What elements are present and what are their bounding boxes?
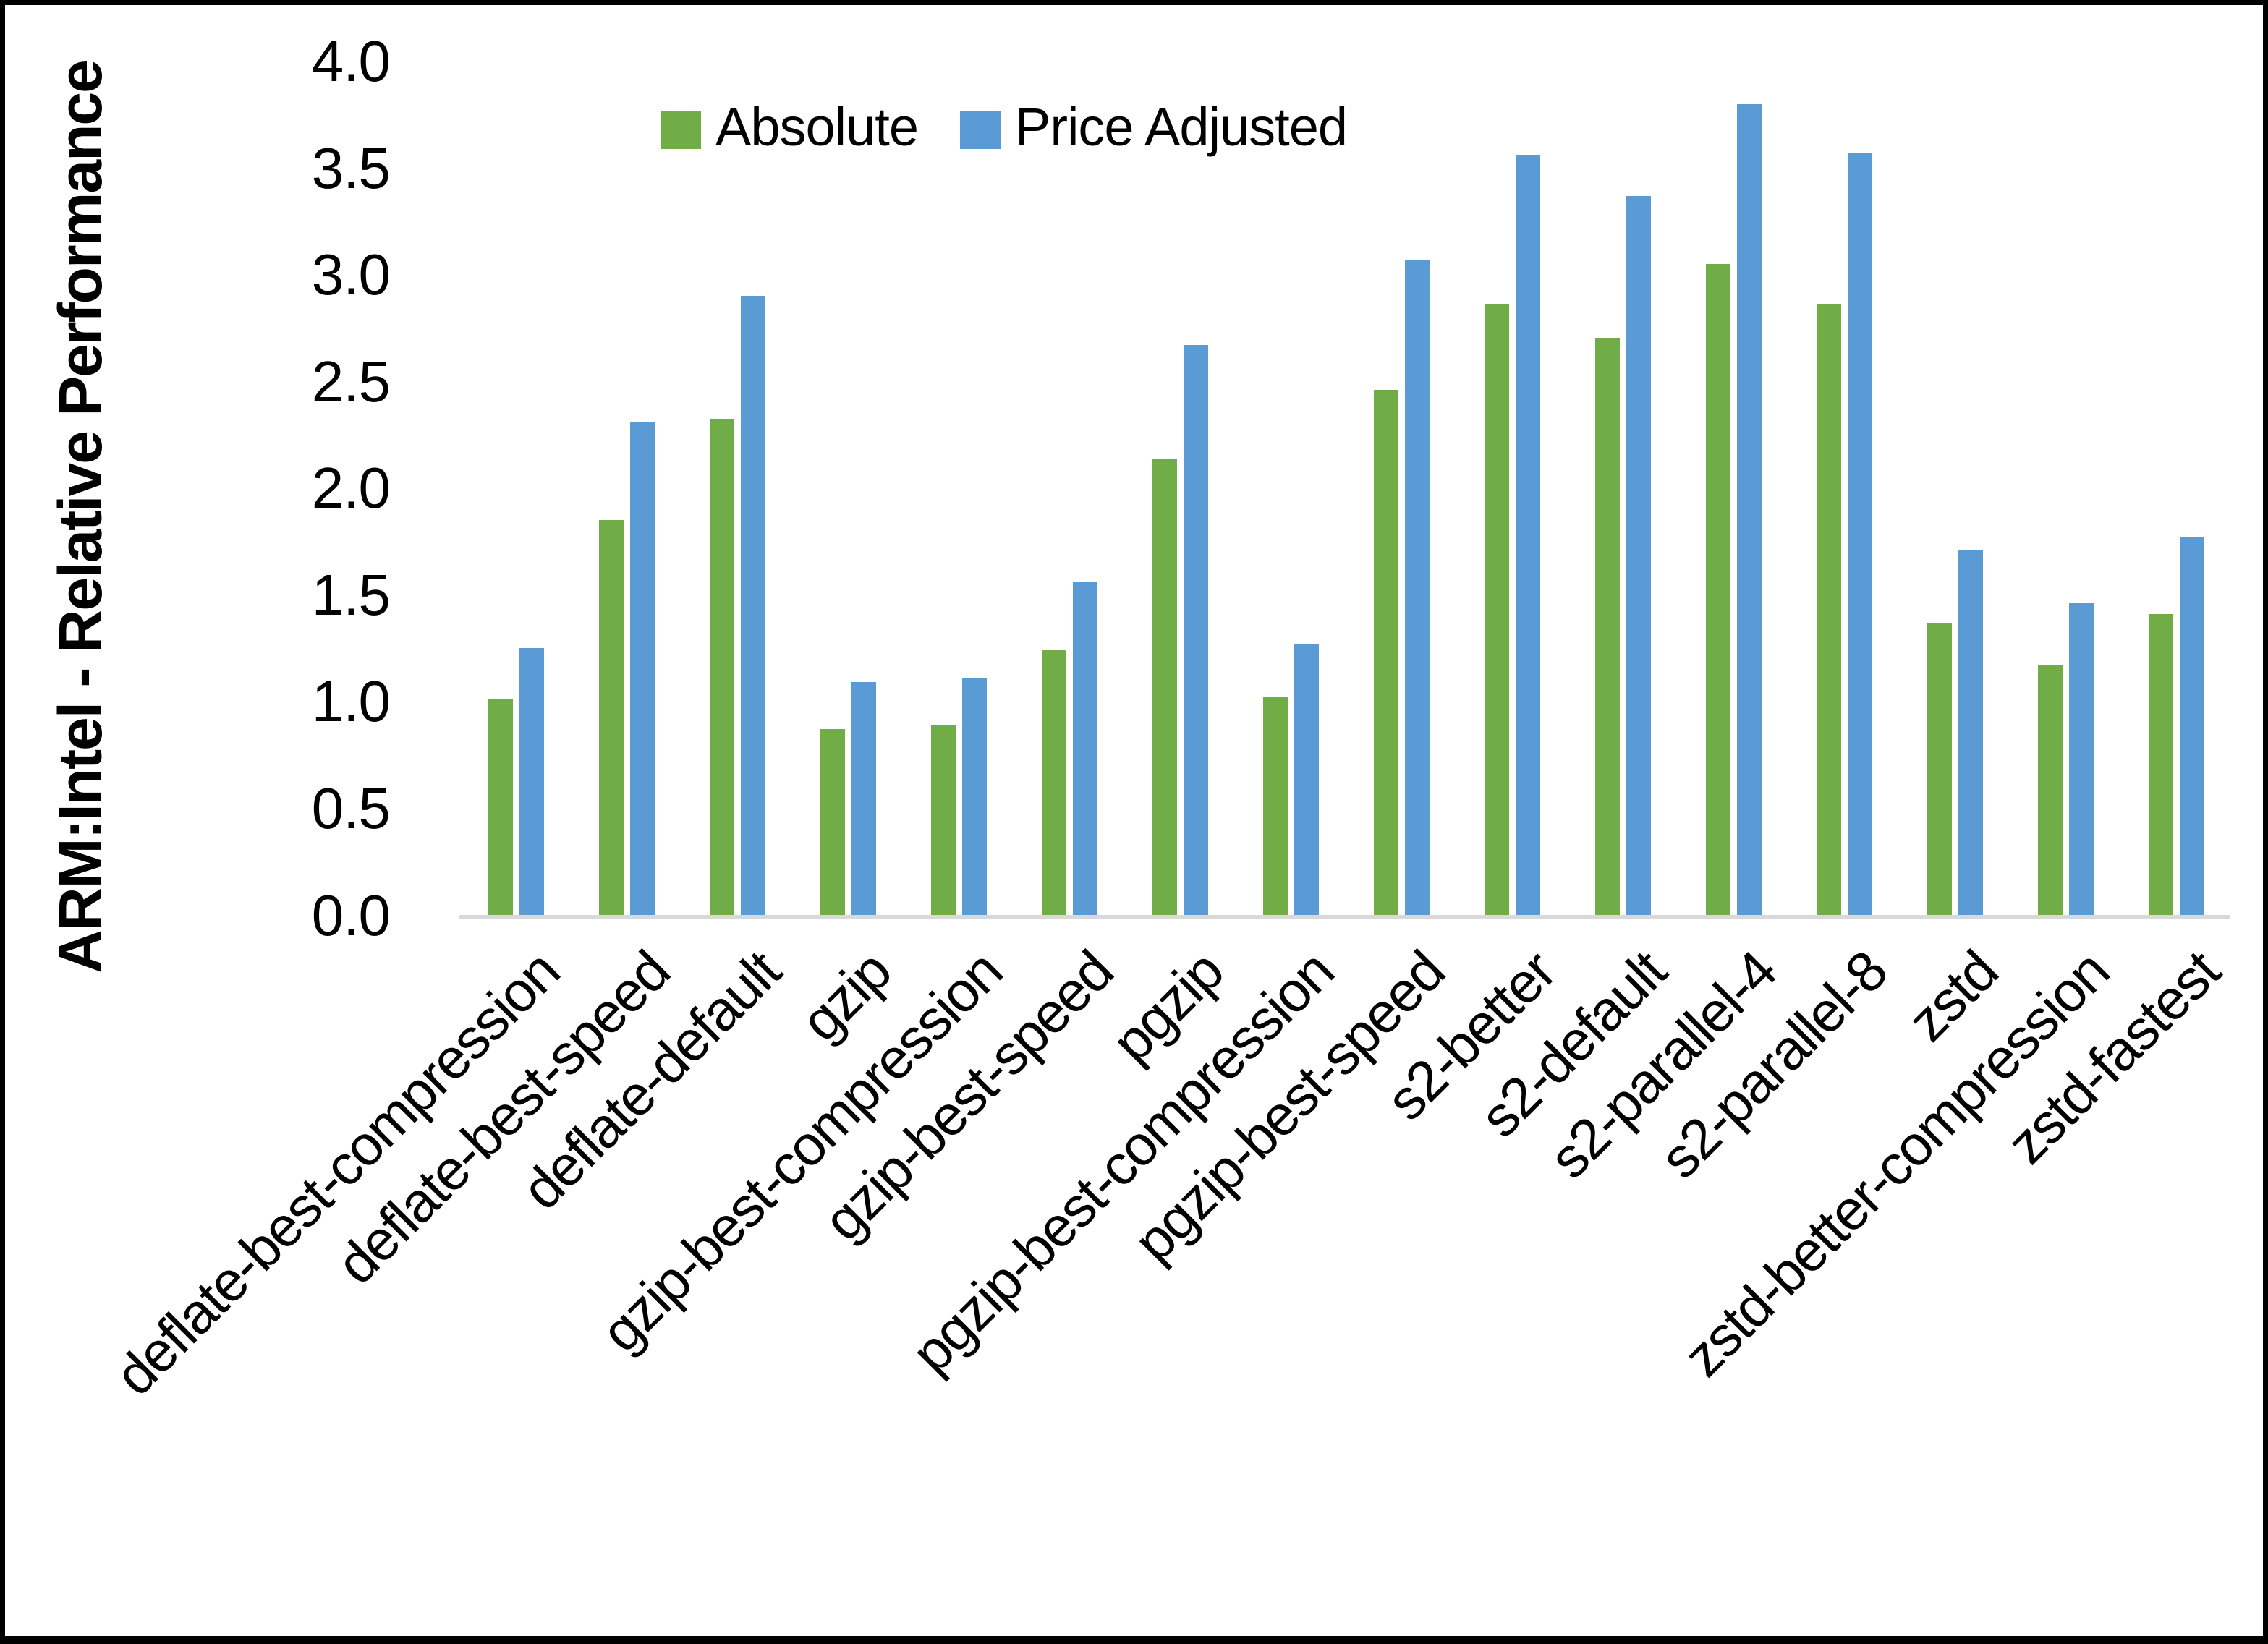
bar-absolute-s2-better xyxy=(1484,304,1509,915)
plot-area xyxy=(459,61,2230,915)
bar-price-adjusted-deflate-default xyxy=(740,296,765,915)
bar-price-adjusted-pgzip xyxy=(1183,345,1208,915)
bar-price-adjusted-zstd xyxy=(1958,550,1983,915)
legend-label-price-adjusted: Price Adjusted xyxy=(1014,97,1348,157)
legend: Absolute Price Adjusted xyxy=(661,97,1348,157)
bar-absolute-s2-default xyxy=(1594,338,1620,915)
bar-price-adjusted-zstd-fastest xyxy=(2179,537,2204,915)
bar-absolute-s2-parallel-4 xyxy=(1705,263,1730,915)
bar-price-adjusted-s2-default xyxy=(1626,195,1651,915)
bar-absolute-zstd xyxy=(1927,622,1952,915)
bar-absolute-gzip-best-compression xyxy=(930,725,956,915)
bar-price-adjusted-gzip-best-speed xyxy=(1072,582,1097,915)
bar-absolute-zstd-better-compression xyxy=(2037,665,2063,915)
x-axis-line xyxy=(459,915,2230,919)
y-tick-label-0.5: 0.5 xyxy=(311,775,391,840)
y-tick-label-0.0: 0.0 xyxy=(311,882,391,947)
bar-price-adjusted-pgzip-best-speed xyxy=(1404,260,1430,915)
bar-absolute-pgzip-best-speed xyxy=(1373,390,1398,915)
bar-absolute-pgzip xyxy=(1152,458,1177,915)
bar-absolute-s2-parallel-8 xyxy=(1816,304,1841,915)
bar-price-adjusted-s2-better xyxy=(1515,155,1540,915)
bar-absolute-gzip-best-speed xyxy=(1041,650,1066,915)
bar-absolute-zstd-fastest xyxy=(2148,613,2173,915)
bar-price-adjusted-gzip xyxy=(851,682,876,915)
y-tick-label-2.0: 2.0 xyxy=(311,456,391,521)
bar-absolute-gzip xyxy=(820,729,845,915)
legend-label-absolute: Absolute xyxy=(715,97,919,157)
y-tick-label-3.0: 3.0 xyxy=(311,242,391,307)
bar-price-adjusted-s2-parallel-4 xyxy=(1736,103,1762,915)
legend-swatch-absolute xyxy=(661,111,701,149)
bar-price-adjusted-zstd-better-compression xyxy=(2068,603,2094,915)
y-tick-label-4.0: 4.0 xyxy=(311,29,391,94)
bar-absolute-deflate-best-speed xyxy=(598,520,624,915)
bar-price-adjusted-pgzip-best-compression xyxy=(1294,644,1319,915)
y-tick-label-1.0: 1.0 xyxy=(311,669,391,734)
x-tick-label-deflate-best-compression: deflate-best-compression xyxy=(102,939,572,1407)
bar-price-adjusted-s2-parallel-8 xyxy=(1847,153,1872,915)
bar-absolute-pgzip-best-compression xyxy=(1262,697,1288,915)
bar-price-adjusted-gzip-best-compression xyxy=(961,678,987,915)
bar-absolute-deflate-best-compression xyxy=(488,699,513,915)
y-tick-label-3.5: 3.5 xyxy=(311,135,391,200)
legend-swatch-price-adjusted xyxy=(959,111,1001,149)
y-tick-label-2.5: 2.5 xyxy=(311,349,391,414)
bar-absolute-deflate-default xyxy=(709,419,734,915)
y-tick-label-1.5: 1.5 xyxy=(311,562,391,627)
bar-price-adjusted-deflate-best-compression xyxy=(519,648,544,915)
bar-price-adjusted-deflate-best-speed xyxy=(629,422,655,915)
